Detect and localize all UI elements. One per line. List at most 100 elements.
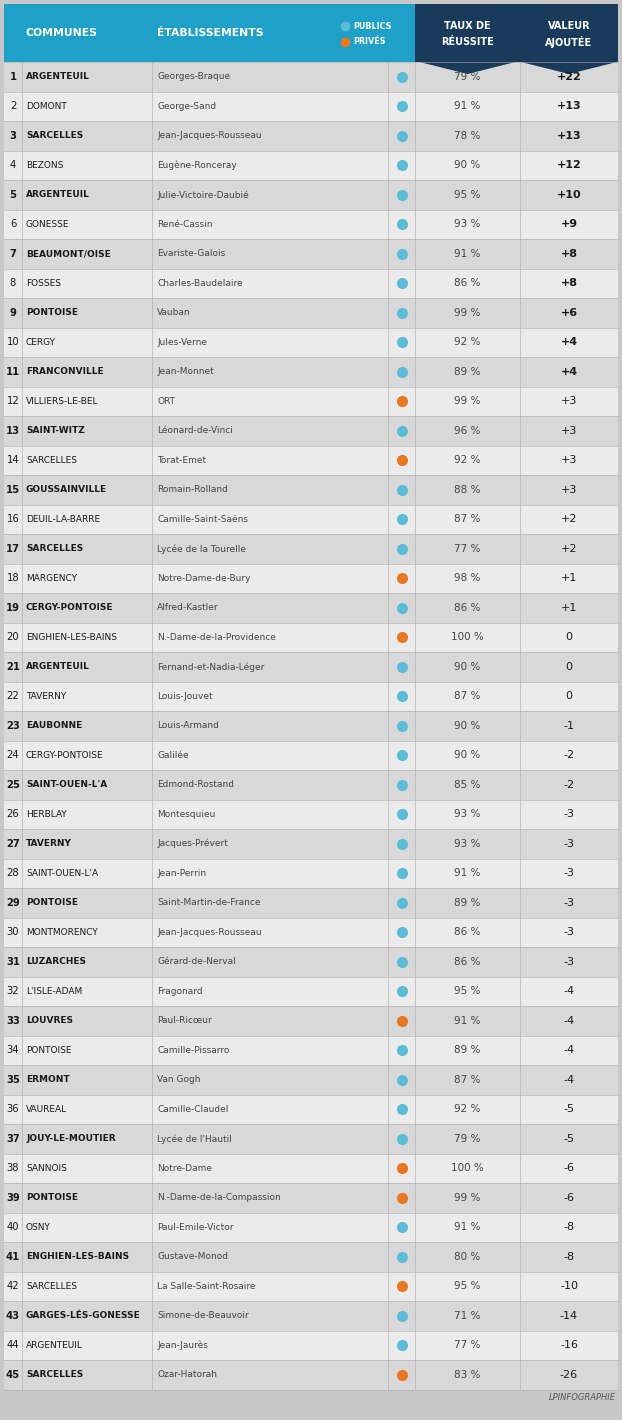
Text: Louis-Jouvet: Louis-Jouvet [157, 692, 213, 700]
Text: ERMONT: ERMONT [26, 1075, 70, 1085]
Text: 19: 19 [6, 602, 20, 613]
Text: SANNOIS: SANNOIS [26, 1164, 67, 1173]
Text: Julie-Victoire-Daubié: Julie-Victoire-Daubié [157, 190, 249, 199]
Text: -3: -3 [564, 927, 575, 937]
Text: Gérard-de-Nerval: Gérard-de-Nerval [157, 957, 236, 966]
Text: Camille-Saint-Saëns: Camille-Saint-Saëns [157, 514, 248, 524]
Text: -4: -4 [564, 1045, 575, 1055]
Text: 38: 38 [7, 1163, 19, 1173]
Text: 22: 22 [7, 692, 19, 701]
Text: 18: 18 [7, 574, 19, 584]
Text: -6: -6 [564, 1193, 575, 1203]
Text: 78 %: 78 % [454, 131, 481, 141]
Text: -4: -4 [564, 987, 575, 997]
Text: 2: 2 [10, 101, 16, 111]
Text: CERGY-PONTOISE: CERGY-PONTOISE [26, 604, 113, 612]
Text: 89 %: 89 % [454, 1045, 481, 1055]
Text: LUZARCHES: LUZARCHES [26, 957, 86, 966]
Text: ARGENTEUIL: ARGENTEUIL [26, 72, 90, 81]
FancyBboxPatch shape [4, 947, 618, 977]
Text: TAVERNY: TAVERNY [26, 839, 72, 848]
Text: GOUSSAINVILLE: GOUSSAINVILLE [26, 486, 107, 494]
Text: FOSSES: FOSSES [26, 278, 61, 288]
Text: Charles-Baudelaire: Charles-Baudelaire [157, 278, 243, 288]
Text: ARGENTEUIL: ARGENTEUIL [26, 190, 90, 199]
Text: 88 %: 88 % [454, 484, 481, 494]
FancyBboxPatch shape [4, 1005, 618, 1035]
Text: 79 %: 79 % [454, 72, 481, 82]
Text: 92 %: 92 % [454, 1105, 481, 1115]
Text: +13: +13 [557, 131, 582, 141]
Text: 85 %: 85 % [454, 780, 481, 790]
Text: Lycée de la Tourelle: Lycée de la Tourelle [157, 544, 246, 554]
Text: +13: +13 [557, 101, 582, 111]
Text: RÉUSSITE: RÉUSSITE [441, 37, 494, 47]
Text: 93 %: 93 % [454, 839, 481, 849]
Text: 31: 31 [6, 957, 20, 967]
Text: 10: 10 [7, 337, 19, 348]
Text: +3: +3 [561, 484, 577, 494]
Text: LPINFOGRAPHIE: LPINFOGRAPHIE [549, 1393, 616, 1403]
Text: 79 %: 79 % [454, 1133, 481, 1143]
Text: -2: -2 [564, 750, 575, 760]
Text: 71 %: 71 % [454, 1311, 481, 1321]
Text: -3: -3 [564, 957, 575, 967]
Text: +9: +9 [560, 219, 578, 229]
Text: SARCELLES: SARCELLES [26, 131, 83, 141]
Text: 77 %: 77 % [454, 1340, 481, 1350]
FancyBboxPatch shape [4, 594, 618, 622]
Text: 95 %: 95 % [454, 1281, 481, 1291]
FancyBboxPatch shape [4, 151, 618, 180]
Text: GONESSE: GONESSE [26, 220, 70, 229]
FancyBboxPatch shape [4, 564, 618, 594]
Text: 86 %: 86 % [454, 278, 481, 288]
FancyBboxPatch shape [4, 1331, 618, 1360]
Text: 91 %: 91 % [454, 1223, 481, 1233]
Text: 89 %: 89 % [454, 897, 481, 907]
Text: JOUY-LE-MOUTIER: JOUY-LE-MOUTIER [26, 1135, 116, 1143]
Text: -16: -16 [560, 1340, 578, 1350]
Text: 44: 44 [7, 1340, 19, 1350]
Text: EAUBONNE: EAUBONNE [26, 721, 82, 730]
Text: Romain-Rolland: Romain-Rolland [157, 486, 228, 494]
Text: 34: 34 [7, 1045, 19, 1055]
Text: HERBLAY: HERBLAY [26, 809, 67, 819]
FancyBboxPatch shape [4, 446, 618, 476]
Text: 99 %: 99 % [454, 1193, 481, 1203]
Text: BEAUMONT/OISE: BEAUMONT/OISE [26, 250, 111, 258]
FancyBboxPatch shape [4, 239, 618, 268]
Text: -3: -3 [564, 897, 575, 907]
Text: -6: -6 [564, 1163, 575, 1173]
Text: 42: 42 [7, 1281, 19, 1291]
Text: 5: 5 [9, 190, 17, 200]
Text: -3: -3 [564, 868, 575, 878]
Text: 23: 23 [6, 721, 20, 731]
Text: Jean-Jacques-Rousseau: Jean-Jacques-Rousseau [157, 131, 262, 141]
Text: -26: -26 [560, 1370, 578, 1380]
Text: DEUIL-LA-BARRE: DEUIL-LA-BARRE [26, 514, 100, 524]
Text: 1: 1 [9, 72, 17, 82]
Text: 0: 0 [565, 692, 572, 701]
FancyBboxPatch shape [4, 121, 618, 151]
FancyBboxPatch shape [4, 476, 618, 504]
Text: L'ISLE-ADAM: L'ISLE-ADAM [26, 987, 82, 995]
Text: Jules-Verne: Jules-Verne [157, 338, 207, 346]
Text: 9: 9 [9, 308, 16, 318]
FancyBboxPatch shape [415, 4, 618, 62]
Text: 87 %: 87 % [454, 1075, 481, 1085]
FancyBboxPatch shape [4, 416, 618, 446]
Text: 43: 43 [6, 1311, 20, 1321]
Text: LOUVRES: LOUVRES [26, 1017, 73, 1025]
Text: 39: 39 [6, 1193, 20, 1203]
Text: PUBLICS: PUBLICS [353, 21, 391, 31]
Text: Montesquieu: Montesquieu [157, 809, 215, 819]
FancyBboxPatch shape [4, 298, 618, 328]
Text: 86 %: 86 % [454, 927, 481, 937]
Text: COMMUNES: COMMUNES [26, 28, 98, 38]
Text: Vauban: Vauban [157, 308, 190, 317]
Text: 26: 26 [7, 809, 19, 819]
Text: 24: 24 [7, 750, 19, 760]
FancyBboxPatch shape [4, 91, 618, 121]
Text: +3: +3 [561, 456, 577, 466]
FancyBboxPatch shape [4, 1183, 618, 1213]
